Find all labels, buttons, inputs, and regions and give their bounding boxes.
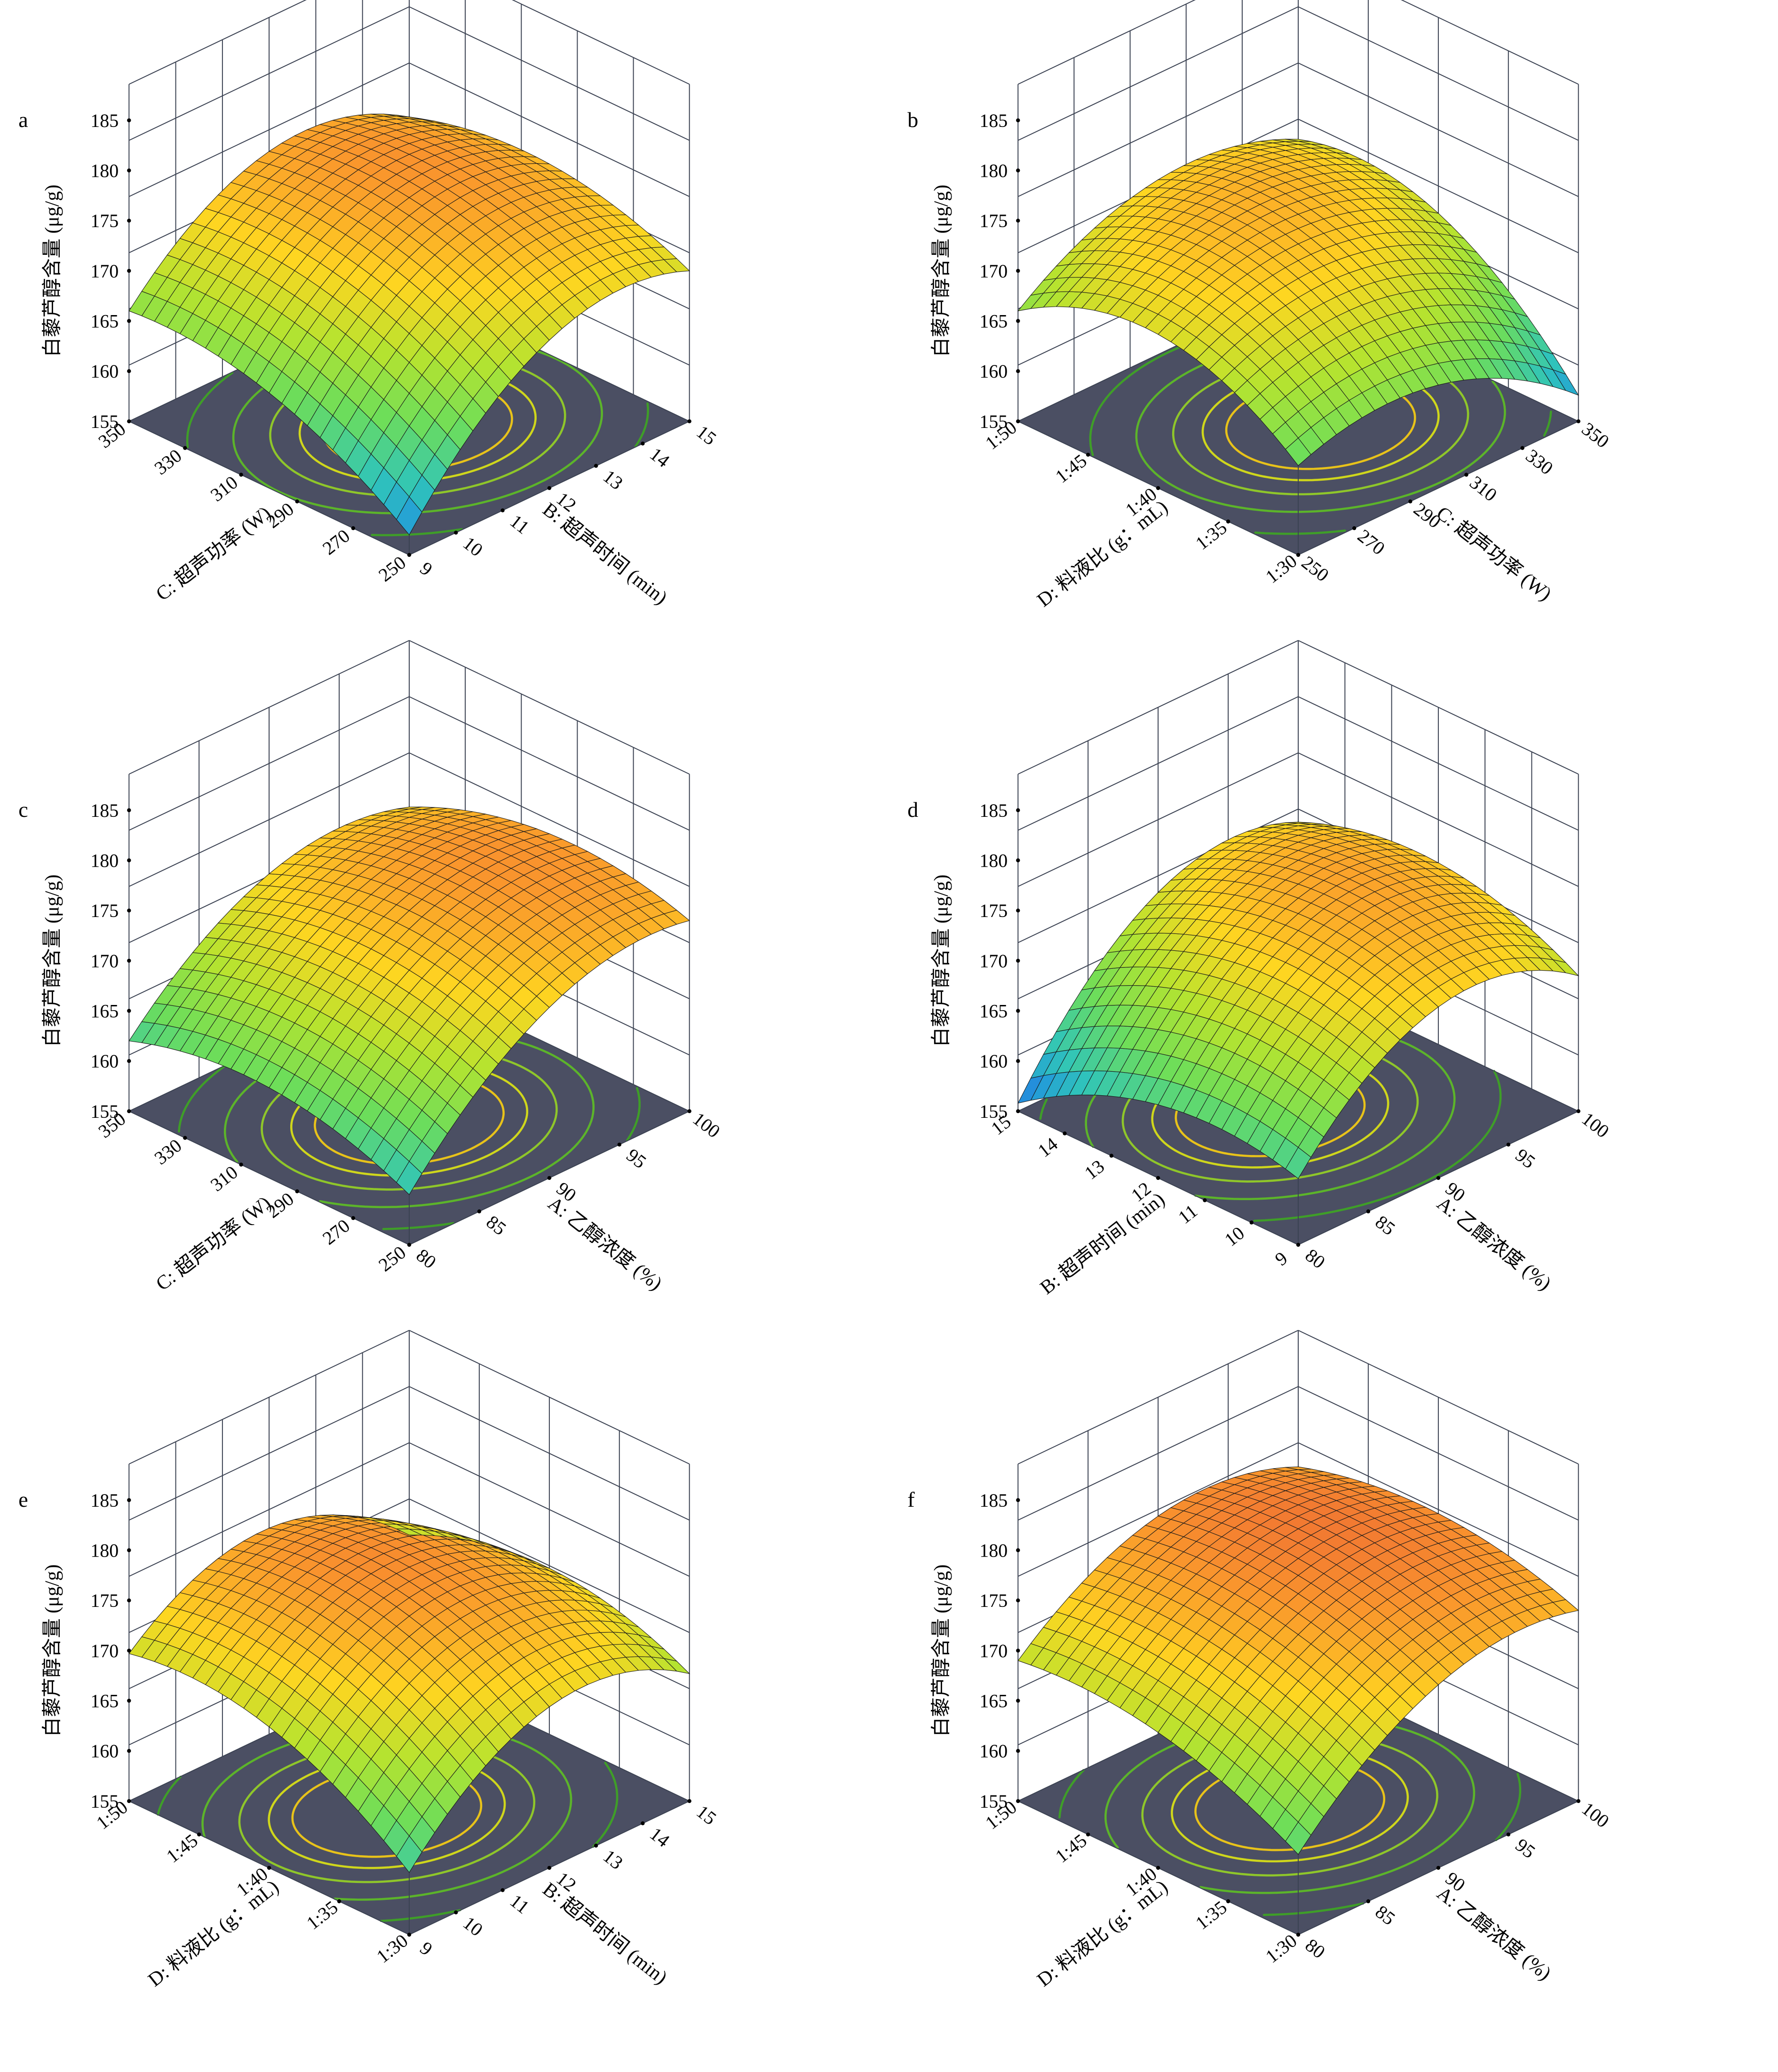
svg-text:160: 160 xyxy=(979,1051,1008,1072)
svg-text:185: 185 xyxy=(979,800,1008,821)
svg-text:180: 180 xyxy=(90,850,119,871)
svg-text:165: 165 xyxy=(90,311,119,332)
svg-text:e: e xyxy=(18,1487,28,1511)
svg-text:165: 165 xyxy=(979,1001,1008,1022)
svg-text:160: 160 xyxy=(979,1740,1008,1762)
svg-text:170: 170 xyxy=(979,950,1008,972)
svg-text:180: 180 xyxy=(90,160,119,182)
svg-text:165: 165 xyxy=(979,1691,1008,1712)
svg-text:185: 185 xyxy=(90,1490,119,1511)
svg-text:白藜芦醇含量 (μg/g): 白藜芦醇含量 (μg/g) xyxy=(41,185,63,357)
svg-text:175: 175 xyxy=(90,210,119,231)
svg-text:165: 165 xyxy=(979,311,1008,332)
svg-text:175: 175 xyxy=(979,210,1008,231)
svg-text:b: b xyxy=(907,108,918,132)
svg-text:185: 185 xyxy=(979,1490,1008,1511)
svg-text:170: 170 xyxy=(90,950,119,972)
svg-text:f: f xyxy=(907,1487,915,1511)
svg-text:白藜芦醇含量 (μg/g): 白藜芦醇含量 (μg/g) xyxy=(930,1565,952,1737)
svg-text:170: 170 xyxy=(90,1640,119,1661)
svg-text:180: 180 xyxy=(979,850,1008,871)
svg-text:160: 160 xyxy=(90,361,119,382)
svg-text:a: a xyxy=(18,108,28,132)
svg-text:175: 175 xyxy=(979,1590,1008,1611)
svg-text:175: 175 xyxy=(90,1590,119,1611)
svg-text:165: 165 xyxy=(90,1691,119,1712)
svg-text:白藜芦醇含量 (μg/g): 白藜芦醇含量 (μg/g) xyxy=(930,185,952,357)
svg-text:c: c xyxy=(18,798,28,822)
svg-text:185: 185 xyxy=(979,110,1008,131)
svg-text:白藜芦醇含量 (μg/g): 白藜芦醇含量 (μg/g) xyxy=(41,875,63,1047)
svg-text:160: 160 xyxy=(90,1740,119,1762)
svg-text:185: 185 xyxy=(90,110,119,131)
svg-text:170: 170 xyxy=(979,261,1008,282)
svg-text:170: 170 xyxy=(90,261,119,282)
svg-text:160: 160 xyxy=(90,1051,119,1072)
svg-text:175: 175 xyxy=(979,900,1008,921)
svg-text:白藜芦醇含量 (μg/g): 白藜芦醇含量 (μg/g) xyxy=(930,875,952,1047)
svg-text:175: 175 xyxy=(90,900,119,921)
svg-text:160: 160 xyxy=(979,361,1008,382)
svg-text:白藜芦醇含量 (μg/g): 白藜芦醇含量 (μg/g) xyxy=(41,1565,63,1737)
svg-text:180: 180 xyxy=(979,1540,1008,1561)
svg-text:180: 180 xyxy=(979,160,1008,182)
svg-text:180: 180 xyxy=(90,1540,119,1561)
svg-text:d: d xyxy=(907,798,918,822)
svg-text:170: 170 xyxy=(979,1640,1008,1661)
svg-text:185: 185 xyxy=(90,800,119,821)
svg-text:165: 165 xyxy=(90,1001,119,1022)
